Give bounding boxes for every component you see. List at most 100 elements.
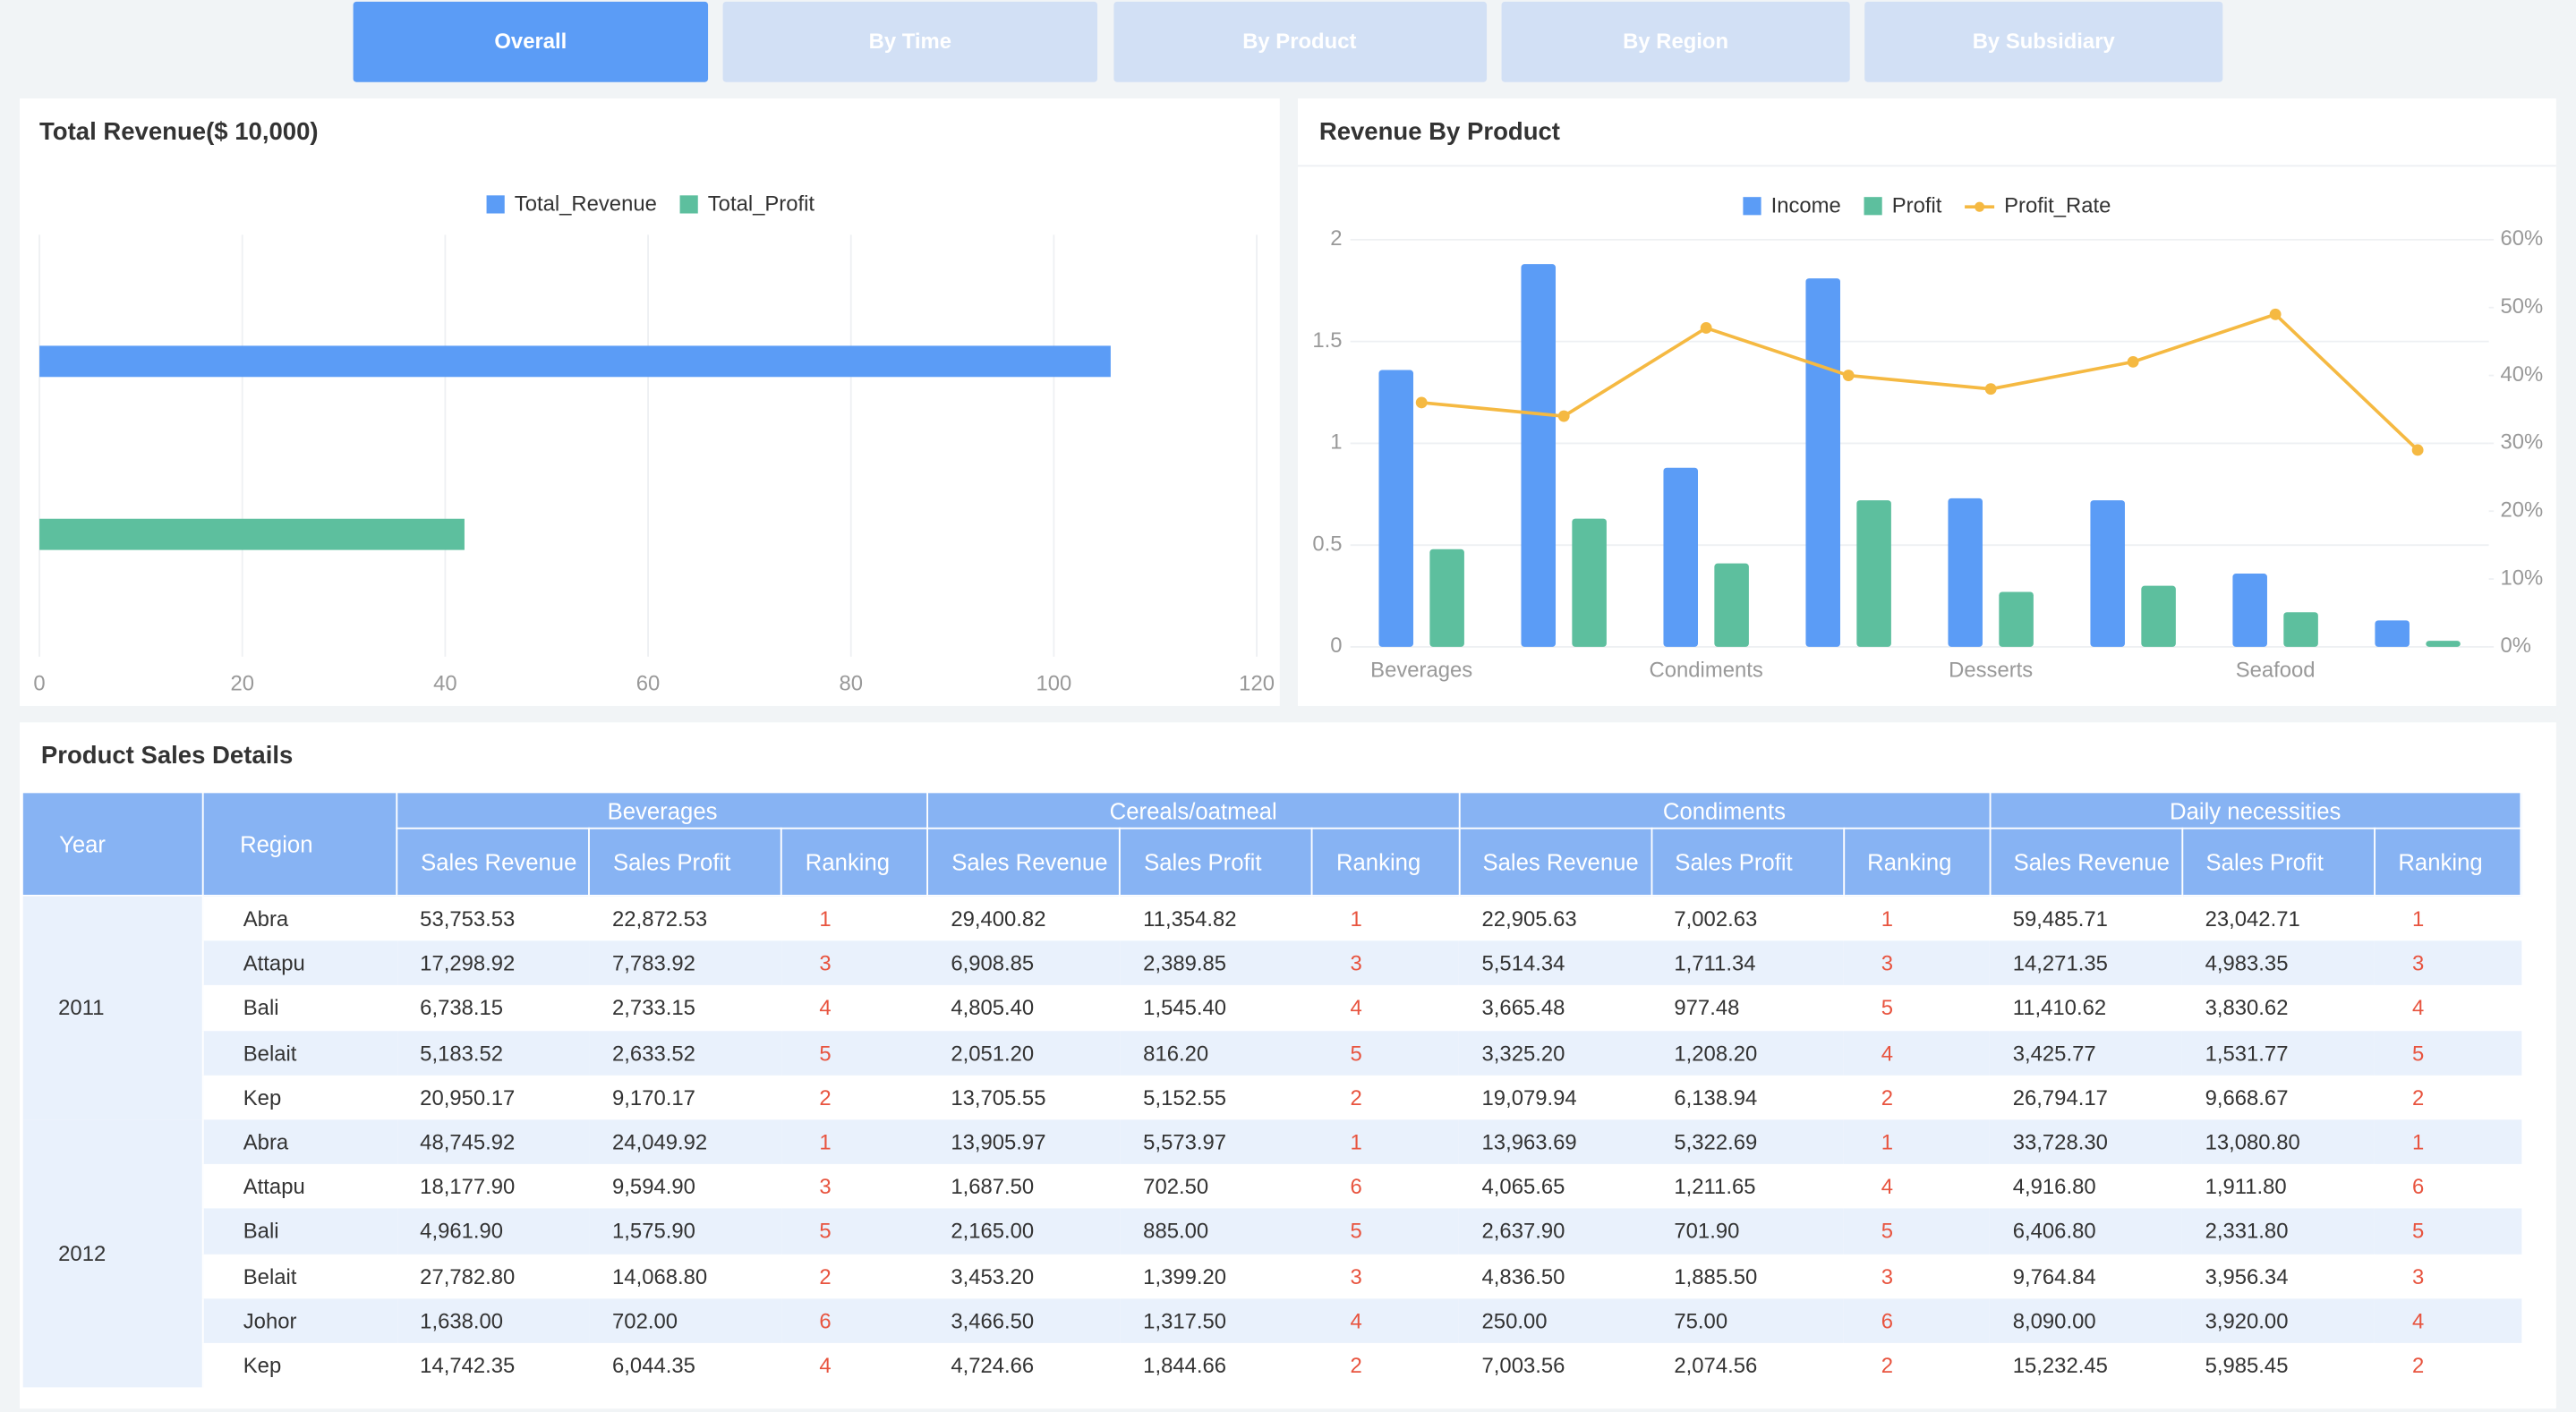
y2-tick-label: 20% (2500, 498, 2543, 523)
value-cell: 3,956.34 (2205, 1263, 2289, 1289)
ranking-cell: 2 (819, 1085, 832, 1110)
value-cell: 885.00 (1120, 1208, 1313, 1254)
year-cell: 2011 (21, 895, 204, 1120)
ranking-cell: 5 (1312, 1030, 1459, 1076)
value-cell: 14,068.80 (612, 1263, 708, 1289)
y-tick-label: 1.5 (1312, 328, 1342, 353)
ranking-cell: 3 (2374, 940, 2521, 986)
header-cell: Region (201, 791, 398, 897)
region-cell: Belait (202, 1030, 397, 1076)
ranking-cell: 1 (819, 906, 832, 931)
value-cell: 24,049.92 (589, 1119, 782, 1165)
value-cell: 3,425.77 (1990, 1030, 2182, 1076)
tab-label[interactable]: By Time (869, 30, 951, 54)
value-cell: 13,080.80 (2181, 1119, 2375, 1165)
ranking-cell: 5 (1843, 1208, 1991, 1254)
tab[interactable] (1113, 1, 1488, 82)
ranking-cell: 5 (1312, 1208, 1459, 1254)
table-row: Bali 6,738.15 2,733.15 4 4,805.40 1,545.40 4 3,… (22, 986, 2521, 1031)
value-cell: 2,074.56 (1674, 1352, 1758, 1378)
value-cell: 5,152.55 (1143, 1085, 1227, 1110)
tab-label[interactable]: By Subsidiary (1973, 30, 2116, 54)
x-tick-label: 80 (839, 671, 863, 695)
y2-tick-label: 30% (2500, 430, 2543, 455)
y2-tick-label: 50% (2500, 294, 2543, 319)
table-row: Belait 5,183.52 2,633.52 5 2,051.20 816.20 5 3,… (22, 1030, 2521, 1076)
value-cell: 22,905.63 (1481, 906, 1577, 931)
x-tick-label: 40 (433, 671, 457, 695)
tab[interactable] (1864, 1, 2223, 82)
value-cell: 53,753.53 (420, 906, 516, 931)
value-cell: 27,782.80 (420, 1263, 516, 1289)
column-header: Ranking (780, 827, 929, 897)
table-wrap: Year Region Beverages Cereals/oatmeal Condim… (21, 791, 2522, 1388)
legend-label: Total_Revenue (515, 192, 657, 217)
region-cell: Abra (202, 1119, 397, 1165)
bar (2283, 612, 2318, 647)
bar (39, 518, 465, 550)
value-cell: 1,885.50 (1674, 1263, 1758, 1289)
group-header: Beverages (396, 791, 929, 829)
table-row: Attapu 17,298.92 7,783.92 3 6,908.85 2,389.85… (22, 940, 2521, 986)
column-header: Sales Revenue (396, 827, 591, 897)
value-cell: 11,354.82 (1143, 906, 1237, 931)
value-cell: 6,138.94 (1674, 1085, 1758, 1110)
value-cell: 701.90 (1651, 1208, 1844, 1254)
tab-label[interactable]: Overall (494, 30, 567, 54)
line-point (2411, 444, 2424, 456)
ranking-cell: 1 (1843, 1119, 1991, 1165)
ranking-cell: 6 (1843, 1297, 1991, 1343)
ranking-cell: 5 (2374, 1030, 2521, 1076)
line-point (1700, 322, 1712, 334)
ranking-cell: 4 (1843, 1030, 1991, 1076)
tab[interactable] (353, 1, 709, 82)
ranking-cell: 4 (1312, 1297, 1459, 1343)
y-tick-label: 2 (1330, 226, 1342, 251)
bar (2375, 620, 2410, 647)
value-cell: 1,211.65 (1674, 1174, 1756, 1199)
group-header: Cereals/oatmeal (926, 791, 1460, 829)
bar (1429, 549, 1464, 647)
ranking-cell: 1 (2411, 906, 2425, 931)
value-cell: 7,002.63 (1674, 906, 1758, 931)
line-point (1557, 410, 1570, 422)
value-cell: 4,983.35 (2181, 940, 2375, 986)
value-cell: 6,738.15 (420, 995, 504, 1021)
value-cell: 4,961.90 (397, 1208, 590, 1254)
x-tick-label: Seafood (2236, 659, 2316, 683)
ranking-cell: 2 (2411, 1352, 2425, 1378)
ranking-cell: 4 (819, 1352, 832, 1378)
value-cell: 75.00 (1651, 1297, 1844, 1343)
y-tick-label: 1 (1330, 430, 1342, 455)
legend-label: Total_Profit (708, 192, 815, 217)
bar (1663, 467, 1699, 647)
tab[interactable] (1501, 1, 1850, 82)
value-cell: 23,042.71 (2205, 906, 2300, 931)
line-point (1842, 370, 1855, 381)
value-cell: 8,090.00 (1990, 1297, 2182, 1343)
ranking-cell: 5 (1881, 995, 1894, 1021)
bar (1999, 591, 2034, 647)
column-header: Sales Revenue (926, 827, 1122, 897)
value-cell: 3,466.50 (927, 1297, 1121, 1343)
value-cell: 5,322.69 (1651, 1119, 1844, 1165)
line-point (1415, 396, 1428, 409)
tab[interactable] (722, 1, 1098, 82)
chart-title: Revenue By Product (1319, 117, 1560, 145)
x-tick-label: 0 (33, 671, 45, 695)
legend-swatch (1975, 201, 1985, 212)
value-cell: 2,637.90 (1458, 1208, 1651, 1254)
value-cell: 977.48 (1674, 995, 1740, 1021)
value-cell: 6,908.85 (927, 940, 1121, 986)
region-cell: Johor (202, 1297, 397, 1343)
ranking-cell: 2 (819, 1263, 832, 1289)
line-point (2127, 355, 2139, 368)
region-cell: Kep (243, 1352, 282, 1378)
value-cell: 2,389.85 (1120, 940, 1313, 986)
tab-label[interactable]: By Region (1623, 30, 1728, 54)
ranking-cell: 2 (2411, 1085, 2425, 1110)
column-header: Ranking (1311, 827, 1460, 897)
y2-tick-label: 0% (2500, 634, 2530, 658)
column-header: Ranking (2373, 827, 2522, 897)
tab-label[interactable]: By Product (1242, 30, 1356, 54)
